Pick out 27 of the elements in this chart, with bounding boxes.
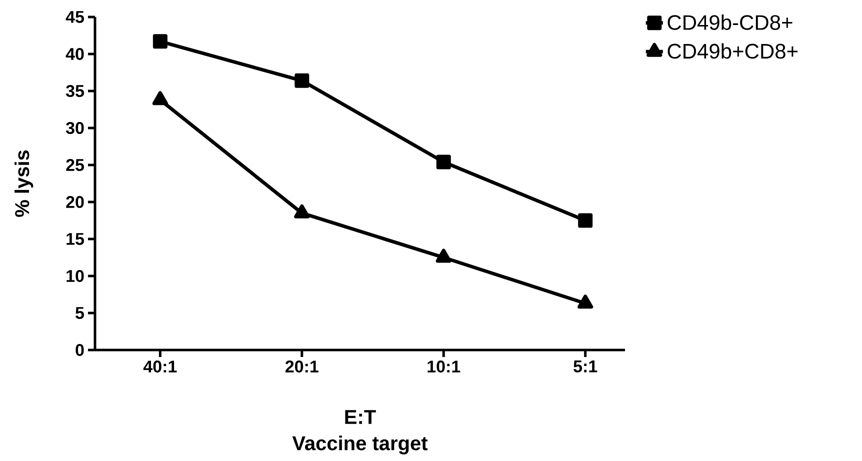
point <box>436 248 452 263</box>
y-tick-label: 5 <box>76 307 84 319</box>
point <box>152 34 168 49</box>
y-tick-label: 35 <box>66 84 84 98</box>
x-tick-label: 40:1 <box>143 360 177 373</box>
text: Vaccine target <box>292 436 428 454</box>
legend-label: CD49b+CD8+ <box>668 43 798 59</box>
y-tick-label: 30 <box>66 122 84 134</box>
point <box>294 73 310 88</box>
y-tick-label: 20 <box>66 196 84 208</box>
x-tick-label: 5:1 <box>574 360 598 372</box>
y-tick-label: 45 <box>66 11 84 23</box>
x-axis-title: E:T <box>345 410 376 424</box>
y-tick-label: 0 <box>76 344 84 356</box>
x-tick-label: 20:1 <box>285 360 318 373</box>
y-tick-label: 25 <box>66 158 84 172</box>
point <box>578 294 594 309</box>
y-tick-label: 15 <box>66 233 84 245</box>
x-tick-label: 10:1 <box>428 360 460 373</box>
point <box>436 154 451 170</box>
y-axis-title: % lysis <box>14 150 34 217</box>
point <box>578 213 593 228</box>
y-tick-label: 40 <box>66 48 84 60</box>
y-tick-label: 10 <box>66 270 84 282</box>
point <box>152 91 168 106</box>
legend-label: CD49b-CD8+ <box>668 14 792 30</box>
point <box>294 204 310 218</box>
